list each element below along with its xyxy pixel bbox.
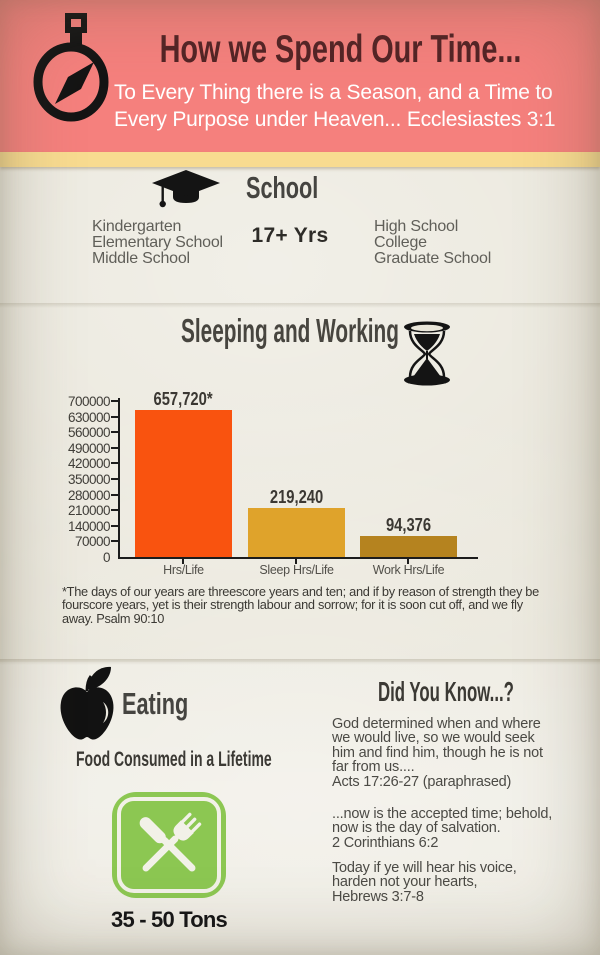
y-tick-label: 0 <box>102 550 111 565</box>
y-tick-mark <box>111 509 118 512</box>
bar <box>360 536 457 557</box>
eating-heading: Eating <box>122 686 189 721</box>
x-category-label: Sleep Hrs/Life <box>259 563 334 577</box>
header: How we Spend Our Time... To Every Thing … <box>0 0 600 152</box>
stopwatch-icon <box>33 13 109 122</box>
bar <box>248 508 345 557</box>
bar-value-label: 219,240 <box>228 487 365 508</box>
section-divider <box>0 303 600 308</box>
x-axis <box>118 557 478 559</box>
bar-value-text: 219,240 <box>269 487 324 507</box>
bar-chart: 0 70000 140000 210000 280000 350000 420000 4900… <box>0 389 600 588</box>
y-tick-mark <box>111 400 118 402</box>
x-category-label: Hrs/Life <box>163 563 204 577</box>
graduation-cap-icon <box>152 170 220 208</box>
bar-value-label: 94,376 <box>340 515 477 536</box>
y-tick-label: 350000 <box>67 472 111 487</box>
y-tick-label: 280000 <box>67 487 111 503</box>
cutlery-icon <box>139 812 202 872</box>
y-tick-mark <box>111 540 118 543</box>
x-tick-mark <box>182 559 184 564</box>
sleeping-working-heading: Sleeping and Working <box>181 312 399 349</box>
page-title-text: How we Spend Our Time... <box>159 28 522 71</box>
apple-icon <box>60 666 114 740</box>
bar-value-label: 657,720* <box>115 389 252 410</box>
y-tick-label: 560000 <box>67 425 111 441</box>
y-tick-mark <box>111 431 118 434</box>
x-category-label: Work Hrs/Life <box>372 563 445 577</box>
y-tick-mark <box>111 462 118 465</box>
school-duration: 17+ Yrs <box>251 224 329 247</box>
chart-footnote: *The days of our years are threescore ye… <box>62 584 539 626</box>
y-tick-label: 700000 <box>67 394 111 409</box>
bar-value-text: 94,376 <box>385 515 432 535</box>
yellow-ribbon <box>0 152 600 167</box>
school-right-list: High School College Graduate School <box>374 218 492 267</box>
y-tick-label: 420000 <box>67 456 111 472</box>
y-tick-label: 630000 <box>67 409 111 425</box>
bar <box>135 410 232 557</box>
y-tick-label: 140000 <box>67 518 111 534</box>
scripture-paragraph: Today if ye will hear his voice, harden n… <box>332 860 517 905</box>
school-heading: School <box>246 170 319 205</box>
eating-subheading: Food Consumed in a Lifetime <box>76 747 272 771</box>
eating-amount: 35 - 50 Tons <box>111 907 228 932</box>
y-tick-mark <box>111 446 118 449</box>
y-tick-mark <box>111 478 118 480</box>
page-subtitle: To Every Thing there is a Season, and a … <box>114 81 556 131</box>
food-badge <box>112 792 226 898</box>
hourglass-icon <box>404 321 450 386</box>
y-tick-label: 490000 <box>67 440 111 456</box>
y-tick-mark <box>111 524 118 527</box>
bar-value-text: 657,720* <box>153 389 214 409</box>
y-tick-label: 210000 <box>67 503 111 519</box>
y-tick-label: 70000 <box>74 534 111 550</box>
did-you-know-heading: Did You Know...? <box>378 676 514 707</box>
page-title: How we Spend Our Time... <box>108 28 573 71</box>
scripture-paragraph: ...now is the accepted time; behold, now … <box>332 806 553 851</box>
school-left-list: Kindergarten Elementary School Middle Scho… <box>92 218 223 267</box>
x-tick-mark <box>295 559 297 564</box>
y-axis <box>118 398 120 559</box>
y-tick-mark <box>111 493 118 496</box>
y-tick-mark <box>111 415 118 418</box>
section-divider <box>0 659 600 665</box>
scripture-paragraph: God determined when and where we would li… <box>332 716 543 790</box>
x-tick-mark <box>407 559 409 564</box>
